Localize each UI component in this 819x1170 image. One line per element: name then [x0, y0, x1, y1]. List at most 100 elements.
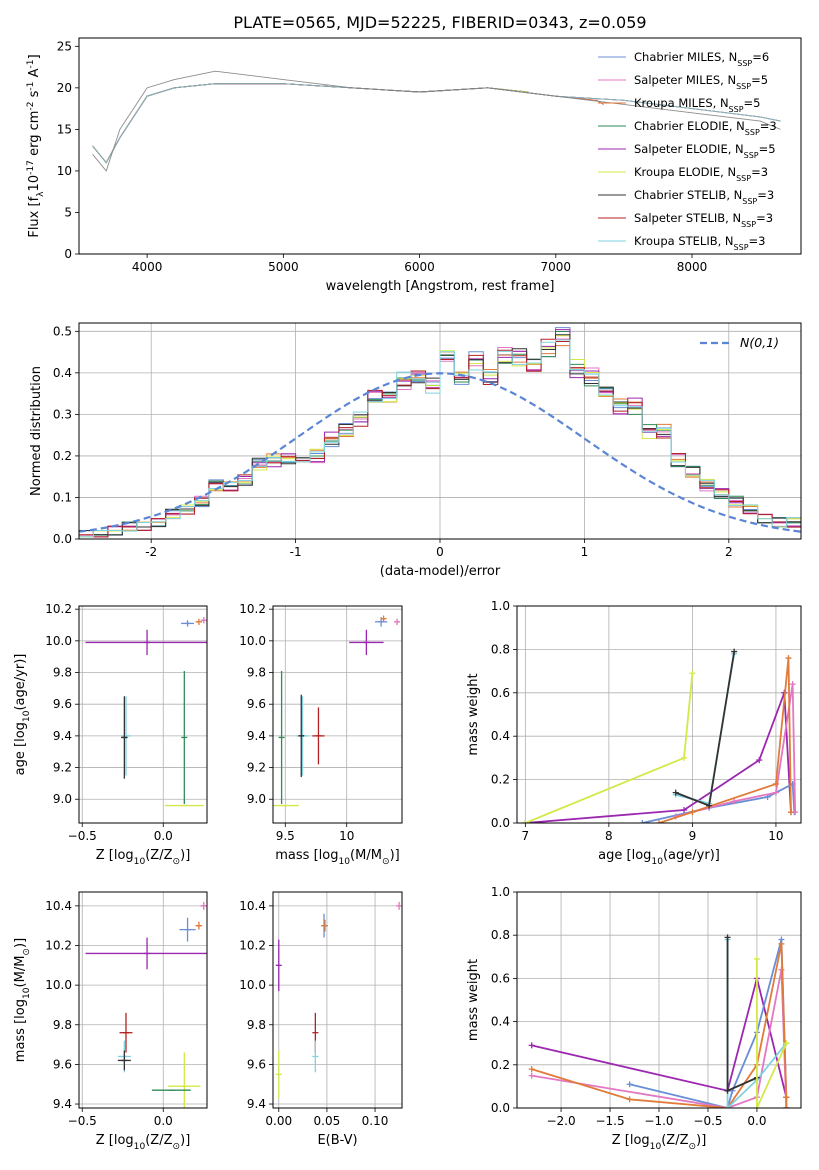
x-tick-label: 4000 — [132, 260, 163, 274]
weight-marker — [522, 820, 529, 823]
legend: N(0,1) — [700, 335, 779, 350]
x-tick-label: 0.05 — [314, 1114, 341, 1128]
x-axis-label: (data-model)/error — [380, 564, 501, 579]
x-tick-label: 0.0 — [154, 1114, 173, 1128]
y-tick-label: 0 — [64, 247, 72, 261]
legend-entry: Kroupa ELODIE, NSSP=3 — [634, 165, 768, 183]
data-point — [312, 1040, 319, 1073]
y-tick-label: 10.0 — [45, 978, 72, 992]
plot-area — [85, 617, 207, 807]
axes-residuals: -2 -1 0 1 2 0.0 0.1 0.2 0.3 0.4 0.5 (data-model)/er… — [29, 322, 802, 579]
x-tick-label: 8000 — [677, 260, 708, 274]
y-tick-label: 1.0 — [491, 885, 510, 899]
y-tick-label: 9.6 — [53, 1057, 72, 1071]
weight-marker — [528, 1072, 535, 1079]
plot-area — [79, 327, 801, 539]
legend-entry: Chabrier MILES, NSSP=6 — [634, 50, 769, 68]
weight-marker — [787, 809, 794, 816]
plot-area — [522, 648, 799, 823]
x-tick-label: −2.0 — [546, 1114, 575, 1128]
plot-area — [85, 901, 207, 1108]
data-point — [195, 618, 203, 626]
data-point — [181, 670, 188, 804]
y-tick-label: 9.8 — [53, 1018, 72, 1032]
y-axis-label: age [log10(age/yr)] — [13, 654, 32, 776]
axes-frame — [78, 891, 208, 1109]
data-point — [275, 1050, 282, 1099]
y-tick-label: 9.6 — [53, 697, 72, 711]
axes-frame — [272, 605, 403, 824]
data-point — [321, 919, 328, 932]
y-tick-label: 10.2 — [239, 939, 266, 953]
weight-marker — [783, 1094, 790, 1101]
axes-age_vs_metallicity: −0.5 0.0 9.0 9.2 9.4 9.6 9.8 10.0 10.2 Z [log10(Z… — [13, 602, 208, 867]
weight-marker — [756, 757, 763, 764]
weight-marker — [753, 1105, 760, 1108]
y-tick-label: 0.8 — [491, 642, 510, 656]
histogram-8 — [79, 339, 801, 539]
y-tick-label: 9.8 — [247, 1018, 266, 1032]
y-tick-label: 25 — [57, 39, 72, 53]
weight-marker — [785, 655, 792, 662]
y-tick-label: 0.3 — [53, 407, 72, 421]
y-tick-label: 9.0 — [53, 792, 72, 806]
y-tick-label: 0.1 — [53, 490, 72, 504]
x-tick-label: 7 — [522, 829, 530, 843]
y-tick-label: 9.6 — [247, 1057, 266, 1071]
legend-entry: Kroupa STELIB, NSSP=3 — [634, 234, 765, 252]
x-tick-label: 7000 — [541, 260, 572, 274]
legend-entry: Salpeter MILES, NSSP=5 — [634, 73, 768, 91]
y-axis-label: mass [log10(M/M⊙)] — [13, 938, 32, 1062]
x-tick-label: −1.5 — [595, 1114, 624, 1128]
data-point — [168, 1052, 201, 1108]
x-tick-label: 0.0 — [747, 1114, 766, 1128]
x-tick-label: 10 — [768, 829, 783, 843]
y-tick-label: 0.5 — [53, 324, 72, 338]
x-tick-label: 0.10 — [362, 1114, 389, 1128]
y-tick-label: 0.4 — [491, 729, 510, 743]
x-tick-label: 9 — [689, 829, 697, 843]
y-tick-label: 9.6 — [247, 697, 266, 711]
weight-marker — [783, 1105, 790, 1108]
y-tick-label: 0.2 — [491, 773, 510, 787]
y-tick-label: 15 — [57, 122, 72, 136]
spectrum-line-9 — [92, 70, 781, 172]
data-point — [396, 901, 402, 910]
axes-weight_vs_age: 7 8 9 10 0.0 0.2 0.4 0.6 0.8 1.0 age [log10(age/yr… — [466, 599, 802, 867]
legend: Chabrier MILES, NSSP=6 Salpeter MILES, NS… — [598, 50, 777, 252]
weight-marker — [656, 820, 662, 823]
weight-marker — [772, 789, 779, 796]
plot-area — [275, 901, 402, 1099]
data-point — [298, 694, 305, 778]
axes-mass_vs_ebv: 0.00 0.05 0.10 9.4 9.6 9.8 10.0 10.2 10.4 E(B-V) — [239, 891, 403, 1148]
normal-curve — [79, 372, 801, 533]
weight-marker — [528, 1042, 535, 1049]
weight-marker — [706, 802, 713, 809]
data-point — [195, 921, 203, 930]
weight-marker — [731, 648, 738, 655]
y-tick-label: 10.0 — [45, 634, 72, 648]
legend-entry: Salpeter STELIB, NSSP=3 — [634, 211, 773, 229]
data-point — [380, 615, 387, 622]
y-tick-label: 9.4 — [247, 729, 266, 743]
x-tick-label: 6000 — [404, 260, 435, 274]
y-tick-label: 9.8 — [247, 666, 266, 680]
x-tick-label: 2 — [725, 545, 733, 559]
data-point — [349, 629, 384, 656]
y-tick-label: 10.2 — [239, 602, 266, 616]
x-tick-label: -2 — [145, 545, 157, 559]
y-axis-label: mass weight — [466, 959, 481, 1041]
y-tick-label: 0.6 — [491, 686, 510, 700]
weight-marker — [789, 681, 796, 688]
x-tick-label: −0.5 — [68, 829, 97, 843]
y-tick-label: 10.2 — [45, 939, 72, 953]
axes-mass_vs_metallicity: −0.5 0.0 9.4 9.6 9.8 10.0 10.2 10.4 Z [log10(Z/Z… — [13, 891, 208, 1152]
weight-marker — [689, 670, 696, 677]
data-point — [117, 1050, 131, 1071]
axes-frame — [78, 605, 208, 824]
y-tick-label: 9.0 — [247, 792, 266, 806]
x-tick-label: 0.0 — [154, 829, 173, 843]
y-tick-label: 0.6 — [491, 971, 510, 985]
plot-area — [528, 934, 790, 1108]
